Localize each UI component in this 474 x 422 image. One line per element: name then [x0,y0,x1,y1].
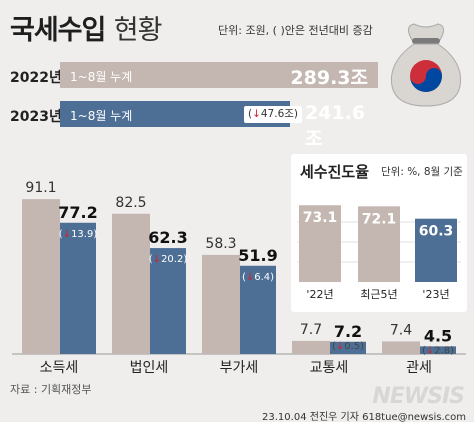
unit-note: 단위: 조원, ( )안은 전년대비 증감 [218,24,373,37]
inset-bar-2 [415,218,457,282]
change-label-2: (↓6.4) [242,272,274,283]
value-label-2022-0: 91.1 [25,180,56,196]
category-label-3: 교통세 [310,360,349,376]
bar-2023-3 [330,341,366,354]
total-period-2022: 1~8월 누계 [70,70,133,84]
source-note: 자료 : 기획재정부 [10,383,92,396]
value-label-2023-2: 51.9 [238,246,277,265]
change-label-3: (↓0.5) [332,341,364,352]
value-label-2022-3: 7.7 [300,322,322,338]
category-label-1: 법인세 [130,360,169,376]
category-label-0: 소득세 [40,360,79,376]
value-label-2022-2: 58.3 [205,236,236,252]
total-year-2023: 2023년 [10,109,62,125]
decrease-arrow-icon: ↓ [426,345,434,356]
change-label-0: (↓13.9) [59,229,98,240]
value-label-2023-0: 77.2 [58,203,97,222]
value-label-2022-4: 7.4 [390,322,412,338]
inset-value-label-2: 60.3 [419,224,454,240]
category-label-4: 관세 [406,360,432,376]
total-value-2023: 241.6조 [305,102,366,150]
total-bar-2023: 1~8월 누계 (↓47.6조) 241.6조 [60,101,365,150]
inset-value-label-1: 72.1 [362,211,397,227]
decrease-arrow-icon: ↓ [336,341,344,352]
bar-2022-3 [292,340,330,354]
inset-category-label-1: 최근5년 [360,288,397,301]
bar-2022-1 [112,213,150,354]
change-label-1: (↓20.2) [149,254,188,265]
total-year-2022: 2022년 [10,70,62,86]
bar-2022-0 [22,199,60,354]
bar-2023-0 [60,222,96,354]
page-title: 국세수입 현황 [10,15,162,46]
inset-bar-1 [358,206,400,282]
bar-2023-2 [240,265,276,354]
inset-category-label-0: '22년 [306,288,333,301]
total-bar-2022: 1~8월 누계 289.3조 [60,62,378,89]
inset-bar-chart: 73.1 '22년 72.1 최근5년 60.3 '23년 [297,205,461,301]
change-label-4: (↓2.8) [422,345,454,356]
decrease-arrow-icon: ↓ [252,108,261,120]
inset-title: 세수진도율 [300,163,370,181]
decrease-arrow-icon: ↓ [63,229,71,240]
value-label-2023-1: 62.3 [148,228,187,247]
bar-2023-1 [150,248,186,354]
decrease-arrow-icon: ↓ [153,254,161,265]
decrease-arrow-icon: ↓ [246,272,254,283]
watermark-logo: NEWSIS [372,384,465,409]
credit-line: 23.10.04 전진우 기자 618tue@newsis.com [262,412,466,422]
inset-value-label-0: 73.1 [303,210,338,226]
value-label-2022-1: 82.5 [115,195,146,211]
value-label-2023-4: 4.5 [424,326,452,345]
progress-rate-inset: 세수진도율 단위: %, 8월 기준 73.1 '22년 72.1 최근5년 60.3 '… [291,154,467,312]
total-value-2022: 289.3조 [290,67,368,89]
inset-category-label-2: '23년 [422,288,449,301]
total-change-badge: (↓47.6조) [244,106,302,123]
bar-2022-2 [202,254,240,354]
total-period-2023: 1~8월 누계 [70,109,133,123]
inset-unit-note: 단위: %, 8월 기준 [381,166,463,178]
inset-bar-0 [299,205,341,282]
value-label-2023-3: 7.2 [334,322,362,341]
bar-2023-4 [420,346,456,354]
bar-2022-4 [382,341,420,354]
money-bag-taegeuk-icon [390,23,462,107]
category-label-2: 부가세 [220,360,259,376]
